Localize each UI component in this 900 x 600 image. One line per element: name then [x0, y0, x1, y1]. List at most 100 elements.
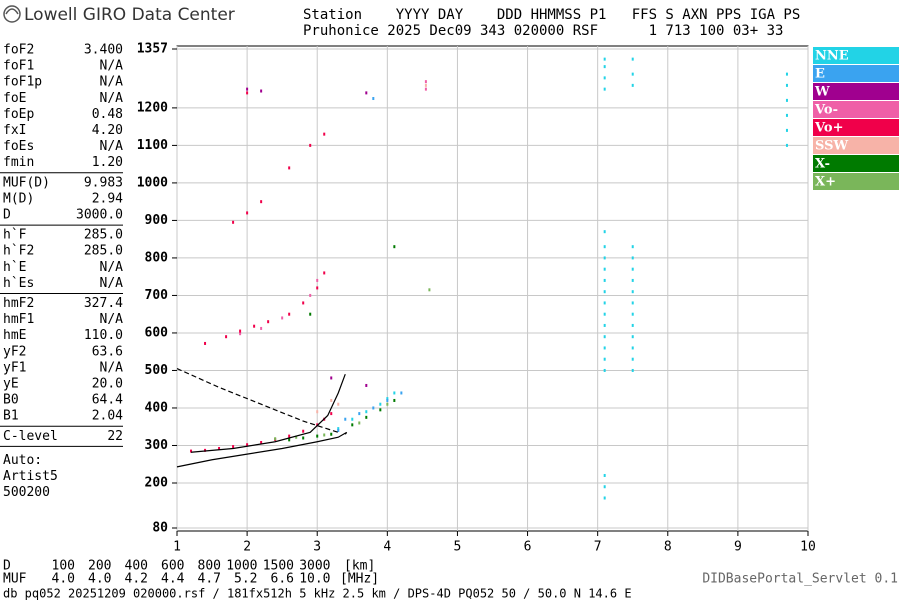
- echo: [274, 437, 277, 441]
- x-tick-label: 2: [243, 540, 251, 555]
- param-name: yF1: [3, 360, 26, 375]
- echo: [631, 83, 634, 87]
- echo: [232, 445, 235, 449]
- x-tick-label: 9: [734, 540, 742, 555]
- echo: [323, 433, 326, 437]
- legend-label: X-: [815, 157, 830, 172]
- echo: [603, 267, 606, 271]
- muf-value: 10.0: [299, 572, 330, 587]
- echo: [785, 72, 788, 76]
- profile-line: [176, 431, 348, 468]
- echo: [365, 410, 368, 414]
- echo: [316, 286, 319, 290]
- param-value: 20.0: [92, 377, 123, 392]
- param-name: foF1: [3, 59, 34, 74]
- echo: [603, 230, 606, 234]
- echo: [428, 288, 431, 292]
- muf-value: 4.2: [125, 572, 148, 587]
- echo: [424, 80, 427, 84]
- echo: [330, 432, 333, 436]
- echo: [603, 87, 606, 91]
- echo: [603, 485, 606, 489]
- echo: [785, 83, 788, 87]
- echo: [386, 402, 389, 406]
- param-name: MUF(D): [3, 175, 50, 190]
- echo: [603, 323, 606, 327]
- legend-label: Vo-: [814, 103, 838, 118]
- legend-label: NNE: [815, 49, 849, 64]
- echo: [603, 357, 606, 361]
- legend-swatch: [813, 83, 899, 100]
- x-tick-label: 8: [664, 540, 672, 555]
- echo: [330, 398, 333, 402]
- d-value: 200: [88, 559, 111, 574]
- logo-text: Lowell GIRO Data Center: [24, 5, 235, 25]
- echo: [603, 76, 606, 80]
- echo: [631, 57, 634, 61]
- param-value: 285.0: [84, 228, 123, 243]
- echo: [337, 402, 340, 406]
- echo: [631, 312, 634, 316]
- y-tick-label: 80: [152, 521, 168, 536]
- param-name: h`F: [3, 228, 27, 243]
- param-name: h`E: [3, 260, 26, 275]
- echo: [295, 435, 298, 439]
- echo: [323, 132, 326, 136]
- echo: [603, 57, 606, 61]
- header-line: Pruhonice 2025 Dec09 343 020000 RSF 1 71…: [303, 23, 783, 39]
- legend-swatch: [813, 47, 899, 64]
- echo: [603, 301, 606, 305]
- echo: [393, 398, 396, 402]
- param-name: foF2: [3, 43, 34, 58]
- echo: [603, 368, 606, 372]
- param-value: 2.04: [92, 409, 123, 424]
- logo-icon: [3, 5, 21, 23]
- echo: [386, 398, 389, 402]
- echo: [288, 312, 291, 316]
- param-value: 0.48: [92, 107, 123, 122]
- param-value: 22: [107, 429, 123, 444]
- echo: [631, 346, 634, 350]
- echo: [309, 312, 312, 316]
- echo: [603, 65, 606, 69]
- x-tick-label: 5: [454, 540, 462, 555]
- echo: [302, 436, 305, 440]
- echo: [365, 415, 368, 419]
- echo: [337, 427, 340, 431]
- echo: [424, 87, 427, 91]
- param-name: D: [3, 208, 11, 223]
- echo: [337, 428, 340, 432]
- echo: [603, 278, 606, 282]
- profile-line: [190, 373, 346, 453]
- x-tick-label: 10: [800, 540, 816, 555]
- param-name: foEp: [3, 107, 34, 122]
- echo: [204, 341, 207, 345]
- echo: [631, 335, 634, 339]
- echo: [785, 98, 788, 102]
- x-tick-label: 4: [383, 540, 391, 555]
- param-name: foE: [3, 91, 26, 106]
- legend-label: X+: [815, 175, 836, 190]
- d-unit: [km]: [344, 559, 375, 574]
- d-value: 600: [161, 559, 184, 574]
- echo: [246, 211, 249, 215]
- echo: [603, 473, 606, 477]
- muf-value: 4.0: [52, 572, 75, 587]
- echo: [631, 323, 634, 327]
- param-value: 285.0: [84, 244, 123, 259]
- echo: [785, 143, 788, 147]
- auto-line: 500200: [3, 485, 50, 500]
- echo: [246, 443, 249, 447]
- auto-line: Artist5: [3, 469, 58, 484]
- plot-frame: [176, 45, 809, 532]
- echo: [603, 312, 606, 316]
- echo: [323, 271, 326, 275]
- echo: [239, 329, 242, 333]
- echo: [281, 316, 284, 320]
- param-value: 3.400: [84, 43, 123, 58]
- legend-label: E: [815, 67, 825, 82]
- echo: [288, 438, 291, 442]
- echo: [239, 332, 242, 336]
- x-tick-label: 3: [313, 540, 321, 555]
